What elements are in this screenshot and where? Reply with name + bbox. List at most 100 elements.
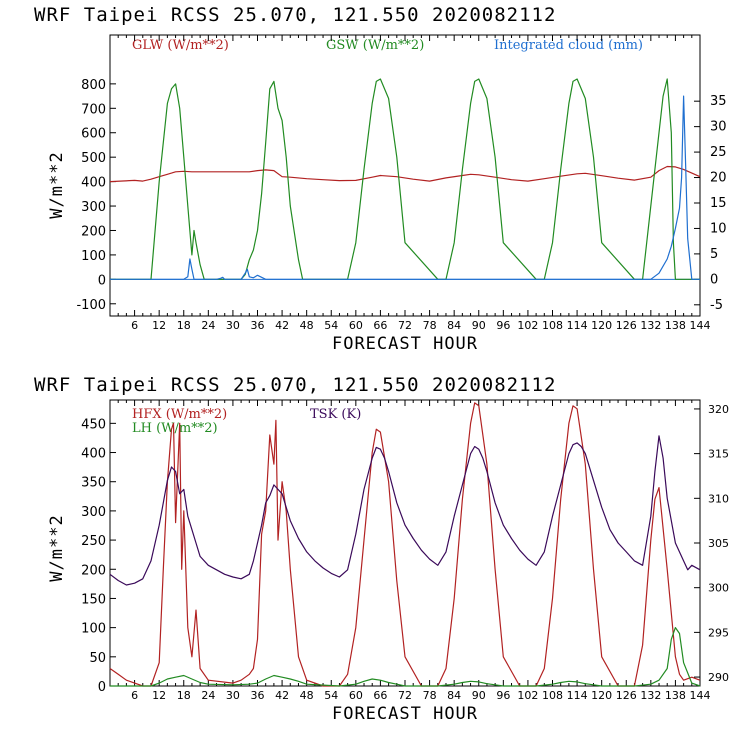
legend-entry: TSK (K) (310, 407, 361, 422)
x-tick-label: 42 (275, 319, 289, 332)
x-axis-label: FORECAST HOUR (332, 334, 478, 354)
x-tick-label: 30 (226, 689, 240, 702)
x-tick-label: 138 (665, 689, 686, 702)
x-tick-label: 6 (131, 689, 138, 702)
y2-tick-label: 30 (710, 120, 727, 135)
y-tick-label: 0 (98, 680, 106, 695)
legend-entry: GSW (W/m**2) (326, 38, 424, 53)
x-tick-label: 60 (349, 689, 363, 702)
x-tick-label: 6 (131, 319, 138, 332)
x-tick-label: 66 (373, 319, 387, 332)
y2-tick-label: 10 (710, 221, 727, 236)
y2-tick-label: 305 (708, 537, 729, 550)
x-tick-label: 18 (177, 319, 191, 332)
series-lines (109, 78, 701, 280)
x-tick-label: 78 (423, 689, 437, 702)
x-tick-label: 96 (496, 319, 510, 332)
y-tick-label: 400 (81, 176, 106, 191)
y2-tick-label: 25 (710, 145, 727, 160)
y2-tick-label: 35 (710, 94, 727, 109)
x-tick-label: 36 (251, 689, 265, 702)
x-tick-label: 90 (472, 319, 486, 332)
y-tick-label: 300 (81, 200, 106, 215)
series-line (109, 402, 701, 687)
chart-title: WRF Taipei RCSS 25.070, 121.550 20200821… (34, 4, 556, 26)
x-tick-label: 12 (152, 689, 166, 702)
y-tick-label: 200 (81, 224, 106, 239)
x-tick-label: 12 (152, 319, 166, 332)
x-tick-label: 54 (324, 319, 338, 332)
x-tick-label: 108 (542, 319, 563, 332)
x-tick-label: 72 (398, 319, 412, 332)
x-tick-label: 144 (690, 319, 711, 332)
x-tick-label: 48 (300, 319, 314, 332)
x-tick-label: 84 (447, 319, 461, 332)
x-tick-label: 114 (567, 689, 588, 702)
y-axis-label: W/m**2 (47, 514, 67, 581)
series-line (110, 78, 700, 280)
y2-tick-label: 15 (710, 196, 727, 211)
x-tick-label: 24 (201, 319, 215, 332)
x-tick-label: 120 (591, 319, 612, 332)
series-line (110, 95, 700, 280)
y-tick-label: -100 (76, 298, 106, 313)
y2-tick-label: 5 (710, 247, 718, 262)
x-tick-label: 132 (640, 319, 661, 332)
x-axis-label: FORECAST HOUR (332, 704, 478, 724)
chart-title: WRF Taipei RCSS 25.070, 121.550 20200821… (34, 374, 556, 396)
y-tick-label: 50 (89, 651, 106, 666)
y2-tick-label: 290 (708, 671, 729, 684)
series-lines (109, 402, 701, 687)
series-line (110, 626, 701, 687)
x-tick-label: 138 (665, 319, 686, 332)
y-tick-label: 100 (81, 249, 106, 264)
x-tick-label: 102 (517, 319, 538, 332)
legend-entry: GLW (W/m**2) (132, 38, 229, 53)
y2-tick-label: 315 (708, 448, 729, 461)
x-tick-label: 66 (373, 689, 387, 702)
y2-tick-label: 20 (710, 171, 727, 186)
x-tick-label: 78 (423, 319, 437, 332)
axis-ticks: 6 12 18 24 30 36 42 48 54 60 66 72 78 84 90 96 102 108 114… (76, 35, 727, 332)
x-tick-label: 48 (300, 689, 314, 702)
x-tick-label: 84 (447, 689, 461, 702)
y2-tick-label: -5 (710, 298, 723, 313)
x-tick-label: 126 (616, 689, 637, 702)
series-line (109, 165, 701, 183)
y-tick-label: 300 (81, 505, 106, 520)
y2-tick-label: 320 (708, 403, 729, 416)
y-tick-label: 0 (98, 273, 106, 288)
x-tick-label: 72 (398, 689, 412, 702)
y2-tick-label: 295 (708, 626, 729, 639)
y-tick-label: 150 (81, 592, 106, 607)
x-tick-label: 90 (472, 689, 486, 702)
y-tick-label: 800 (81, 78, 106, 93)
x-tick-label: 96 (496, 689, 510, 702)
y-tick-label: 500 (81, 151, 106, 166)
y-axis-label: W/m**2 (47, 151, 67, 218)
y2-tick-label: 300 (708, 582, 729, 595)
x-tick-label: 126 (616, 319, 637, 332)
x-tick-label: 144 (690, 689, 711, 702)
chart-panel-radiation: WRF Taipei RCSS 25.070, 121.550 20200821… (34, 4, 727, 354)
y-tick-label: 250 (81, 534, 106, 549)
y-tick-label: 200 (81, 563, 106, 578)
x-tick-label: 24 (201, 689, 215, 702)
x-tick-label: 108 (542, 689, 563, 702)
x-tick-label: 30 (226, 319, 240, 332)
x-tick-label: 132 (640, 689, 661, 702)
y2-tick-label: 0 (710, 272, 718, 287)
x-tick-label: 60 (349, 319, 363, 332)
y-tick-label: 700 (81, 102, 106, 117)
y-tick-label: 450 (81, 417, 106, 432)
series-line (109, 435, 701, 586)
x-tick-label: 120 (591, 689, 612, 702)
x-tick-label: 18 (177, 689, 191, 702)
y-tick-label: 400 (81, 447, 106, 462)
x-tick-label: 102 (517, 689, 538, 702)
x-tick-label: 114 (567, 319, 588, 332)
y-tick-label: 350 (81, 476, 106, 491)
legend-entry: LH (W/m**2) (132, 421, 218, 436)
x-tick-label: 54 (324, 689, 338, 702)
y2-tick-label: 310 (708, 492, 729, 505)
